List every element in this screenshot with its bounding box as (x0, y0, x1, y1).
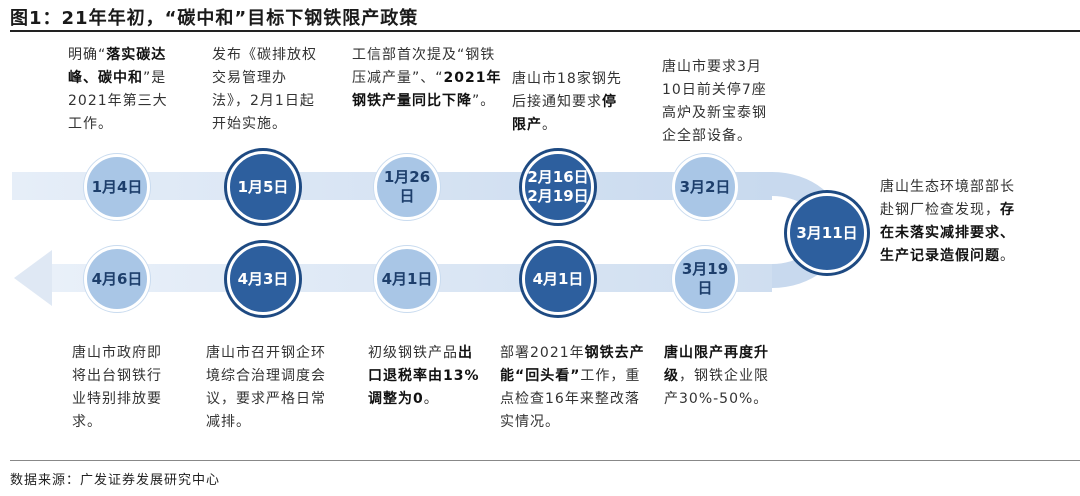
event-mar19-text: 唐山限产再度升级，钢铁企业限产30%-50%。 (664, 345, 769, 407)
event-apr6-text: 唐山市政府即将出台钢铁行业特别排放要求。 (72, 345, 162, 430)
source-note: 数据来源：广发证券发展研究中心 (10, 473, 221, 488)
title-divider (10, 30, 1080, 32)
node-feb16-line1: 2月16日 (527, 168, 589, 186)
event-jan26-text: 工信部首次提及“钢铁压减产量”、“2021年钢铁产量同比下降”。 (352, 47, 502, 109)
node-jan4: 1月4日 (84, 154, 150, 220)
timeline-arrowhead (14, 250, 52, 306)
source-divider (10, 460, 1080, 461)
node-apr1-b: 4月1日 (522, 243, 594, 315)
event-jan4-text: 明确“落实碳达峰、碳中和”是2021年第三大工作。 (68, 47, 168, 132)
node-apr1-a: 4月1日 (374, 246, 440, 312)
event-apr1a-text: 初级钢铁产品出口退税率由13%调整为0。 (368, 345, 480, 407)
event-jan5-text: 发布《碳排放权交易管理办法》，2月1日起开始实施。 (212, 47, 317, 132)
event-mar11-text: 唐山生态环境部部长赴钢厂检查发现，存在未落实减排要求、生产记录造假问题。 (880, 179, 1015, 264)
event-feb-text: 唐山市18家钢先后接通知要求停限产。 (512, 71, 622, 133)
event-apr1b-text: 部署2021年钢铁去产能“回头看”工作，重点检查16年来整改落实情况。 (500, 345, 645, 430)
node-jan5: 1月5日 (227, 151, 299, 223)
node-jan26: 1月26日 (374, 154, 440, 220)
figure-title: 图1：21年年初，“碳中和”目标下钢铁限产政策 (10, 8, 419, 29)
event-mar2-text: 唐山市要求3月10日前关停7座高炉及新宝泰钢企全部设备。 (662, 59, 767, 144)
node-mar19: 3月19日 (672, 246, 738, 312)
node-feb16-19: 2月16日 2月19日 (522, 151, 594, 223)
event-apr3-text: 唐山市召开钢企环境综合治理调度会议，要求严格日常减排。 (206, 345, 326, 430)
node-apr6: 4月6日 (84, 246, 150, 312)
node-feb16-line2: 2月19日 (527, 187, 589, 205)
node-mar2: 3月2日 (672, 154, 738, 220)
node-apr3: 4月3日 (227, 243, 299, 315)
node-mar11: 3月11日 (787, 193, 867, 273)
